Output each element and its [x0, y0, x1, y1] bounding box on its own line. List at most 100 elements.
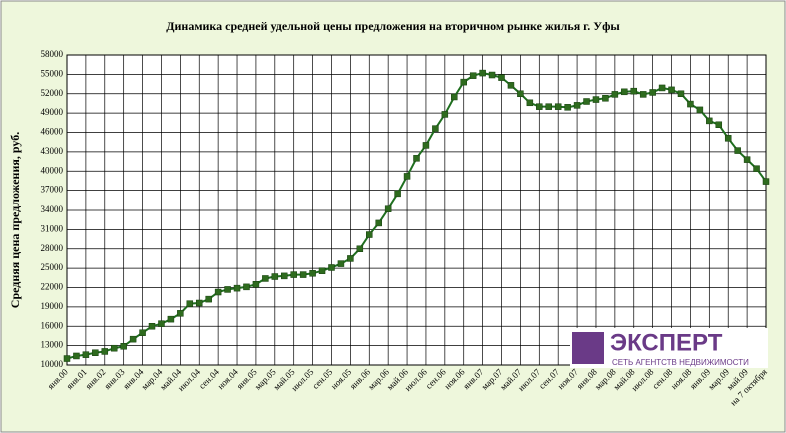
- marker: [734, 147, 741, 154]
- marker: [706, 117, 713, 125]
- marker: [186, 300, 194, 307]
- y-tick-label: 10000: [41, 359, 64, 369]
- marker: [762, 178, 770, 185]
- marker: [413, 155, 420, 162]
- y-tick-label: 31000: [41, 223, 64, 233]
- marker: [243, 283, 250, 291]
- marker: [92, 349, 99, 356]
- logo-tagline: СЕТЬ АГЕНТСТВ НЕДВИЖИМОСТИ: [612, 358, 749, 367]
- marker: [262, 275, 269, 282]
- marker: [507, 82, 515, 89]
- marker: [479, 69, 486, 77]
- marker: [517, 90, 524, 97]
- marker: [158, 320, 165, 327]
- y-tick-label: 13000: [41, 340, 64, 350]
- series: [63, 69, 770, 362]
- marker: [469, 72, 477, 79]
- marker: [299, 271, 307, 278]
- marker: [214, 288, 222, 296]
- marker: [630, 87, 638, 95]
- marker: [668, 86, 675, 94]
- y-tick-label: 49000: [41, 107, 64, 117]
- y-tick-label: 46000: [41, 127, 64, 137]
- marker: [536, 103, 543, 110]
- y-tick-label: 52000: [41, 88, 64, 98]
- marker: [177, 310, 184, 317]
- marker: [602, 95, 609, 102]
- marker: [328, 264, 335, 271]
- y-tick-label: 16000: [41, 320, 64, 330]
- marker: [375, 219, 382, 227]
- marker: [347, 255, 354, 262]
- marker: [73, 352, 80, 360]
- marker: [195, 299, 203, 307]
- chart-title: Динамика средней удельной цены предложен…: [166, 19, 620, 33]
- marker: [611, 91, 619, 98]
- marker: [649, 89, 656, 96]
- marker: [110, 344, 118, 352]
- marker: [63, 355, 71, 362]
- marker: [573, 102, 581, 109]
- y-tick-label: 37000: [41, 185, 64, 195]
- marker: [724, 135, 732, 142]
- y-tick-label: 19000: [41, 301, 64, 311]
- y-tick-label: 58000: [41, 49, 64, 59]
- marker: [167, 315, 175, 323]
- marker: [82, 351, 90, 358]
- y-tick-label: 28000: [41, 243, 64, 253]
- marker: [545, 103, 552, 110]
- y-axis-label: Средняя цена предложения, руб.: [8, 132, 22, 308]
- marker: [526, 99, 534, 107]
- marker: [639, 91, 647, 98]
- marker: [356, 245, 364, 252]
- marker: [129, 335, 137, 343]
- marker: [432, 125, 439, 132]
- marker: [498, 74, 505, 81]
- marker: [460, 78, 467, 86]
- y-tick-label: 22000: [41, 282, 64, 292]
- marker: [677, 90, 685, 97]
- marker: [318, 267, 326, 274]
- logo-name: ЭКСПЕРТ: [610, 329, 723, 356]
- marker: [252, 281, 260, 288]
- marker: [488, 71, 496, 79]
- marker: [696, 106, 704, 114]
- marker: [715, 121, 723, 128]
- marker: [658, 84, 666, 92]
- marker: [394, 190, 401, 198]
- marker: [621, 88, 628, 96]
- marker: [337, 260, 345, 267]
- marker: [120, 343, 127, 350]
- marker: [309, 270, 316, 277]
- marker: [271, 273, 279, 280]
- marker: [743, 156, 751, 163]
- marker: [592, 96, 600, 103]
- y-tick-label: 34000: [41, 204, 64, 214]
- marker: [384, 205, 392, 212]
- marker: [281, 272, 288, 280]
- marker: [290, 271, 297, 278]
- marker: [753, 165, 760, 172]
- marker: [564, 104, 571, 111]
- y-tick-label: 40000: [41, 165, 64, 175]
- marker: [366, 231, 373, 238]
- marker: [441, 111, 449, 118]
- marker: [554, 103, 562, 110]
- marker: [205, 295, 212, 303]
- logo-icon: [572, 332, 604, 364]
- marker: [101, 348, 109, 355]
- marker: [687, 100, 694, 108]
- marker: [451, 93, 458, 101]
- logo: ЭКСПЕРТ СЕТЬ АГЕНТСТВ НЕДВИЖИМОСТИ: [570, 328, 768, 368]
- marker: [139, 329, 146, 336]
- y-tick-label: 55000: [41, 68, 64, 78]
- y-tick-label: 43000: [41, 146, 64, 156]
- marker: [422, 142, 430, 149]
- marker: [224, 286, 231, 293]
- marker: [403, 173, 411, 180]
- marker: [233, 284, 241, 292]
- marker: [583, 98, 590, 105]
- y-tick-label: 25000: [41, 262, 64, 272]
